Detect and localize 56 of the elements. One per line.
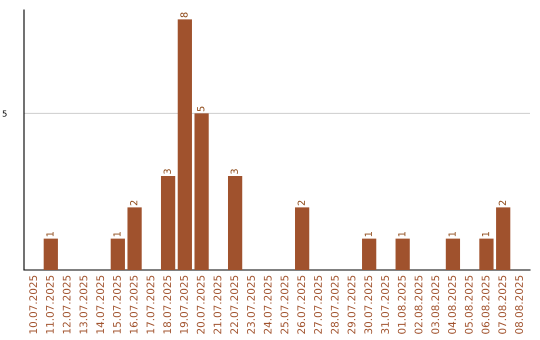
x-tick-label: 07.08.2025 bbox=[498, 276, 506, 334]
bar bbox=[496, 207, 510, 270]
bar bbox=[160, 176, 176, 270]
x-tick-label: 20.07.2025 bbox=[196, 276, 205, 334]
x-tick-label: 12.07.2025 bbox=[62, 276, 71, 334]
data-label: 8 bbox=[180, 12, 188, 18]
x-tick-label: 30.07.2025 bbox=[364, 276, 372, 334]
x-tick-label: 26.07.2025 bbox=[297, 276, 306, 334]
x-tick-label: 16.07.2025 bbox=[130, 276, 138, 334]
x-tick-label: 11.07.2025 bbox=[46, 276, 54, 334]
bar bbox=[194, 113, 209, 270]
x-tick-label: 24.07.2025 bbox=[264, 276, 272, 334]
bar bbox=[127, 207, 142, 270]
data-label: 5 bbox=[197, 106, 204, 112]
bar bbox=[295, 207, 310, 270]
x-tick-label: 04.08.2025 bbox=[448, 276, 456, 334]
x-tick-label: 25.07.2025 bbox=[280, 276, 288, 334]
x-tick-label: 05.08.2025 bbox=[464, 276, 473, 334]
bar bbox=[178, 19, 192, 270]
data-label: 1 bbox=[46, 232, 54, 236]
x-tick-label: 06.08.2025 bbox=[482, 276, 490, 334]
x-tick-label: 28.07.2025 bbox=[330, 276, 339, 334]
x-tick-label: 10.07.2025 bbox=[29, 276, 38, 334]
data-label: 3 bbox=[230, 169, 238, 174]
x-tick-label: 27.07.2025 bbox=[314, 276, 322, 334]
x-tick-label: 23.07.2025 bbox=[247, 276, 255, 334]
bar bbox=[110, 238, 125, 270]
data-label: 1 bbox=[113, 232, 121, 236]
bar bbox=[396, 238, 410, 270]
x-tick-label: 15.07.2025 bbox=[112, 276, 121, 334]
x-tick-label: 31.07.2025 bbox=[381, 276, 389, 334]
data-label: 1 bbox=[482, 232, 490, 236]
bar bbox=[362, 238, 376, 270]
x-tick-label: 21.07.2025 bbox=[214, 276, 222, 334]
data-label: 2 bbox=[298, 200, 305, 206]
x-tick-label: 02.08.2025 bbox=[414, 276, 422, 334]
x-tick-label: 22.07.2025 bbox=[230, 276, 238, 334]
x-tick-label: 18.07.2025 bbox=[163, 276, 172, 334]
bar bbox=[479, 238, 494, 270]
bar bbox=[446, 238, 460, 270]
x-tick-label: 19.07.2025 bbox=[180, 276, 188, 334]
data-label: 2 bbox=[130, 200, 138, 206]
x-tick-label: 03.08.2025 bbox=[431, 276, 440, 334]
data-label: 1 bbox=[398, 232, 406, 236]
data-label: 1 bbox=[448, 232, 456, 236]
bar bbox=[228, 176, 242, 270]
bar bbox=[44, 238, 58, 270]
data-label: 3 bbox=[164, 169, 171, 174]
data-label: 1 bbox=[364, 232, 372, 236]
x-tick-label: 17.07.2025 bbox=[146, 276, 154, 334]
x-tick-label: 13.07.2025 bbox=[79, 276, 88, 334]
x-tick-label: 14.07.2025 bbox=[96, 276, 104, 334]
data-label: 2 bbox=[498, 200, 506, 206]
x-tick-label: 29.07.2025 bbox=[348, 276, 356, 334]
x-tick-label: 01.08.2025 bbox=[398, 276, 406, 334]
x-tick-label: 08.08.2025 bbox=[515, 276, 523, 334]
